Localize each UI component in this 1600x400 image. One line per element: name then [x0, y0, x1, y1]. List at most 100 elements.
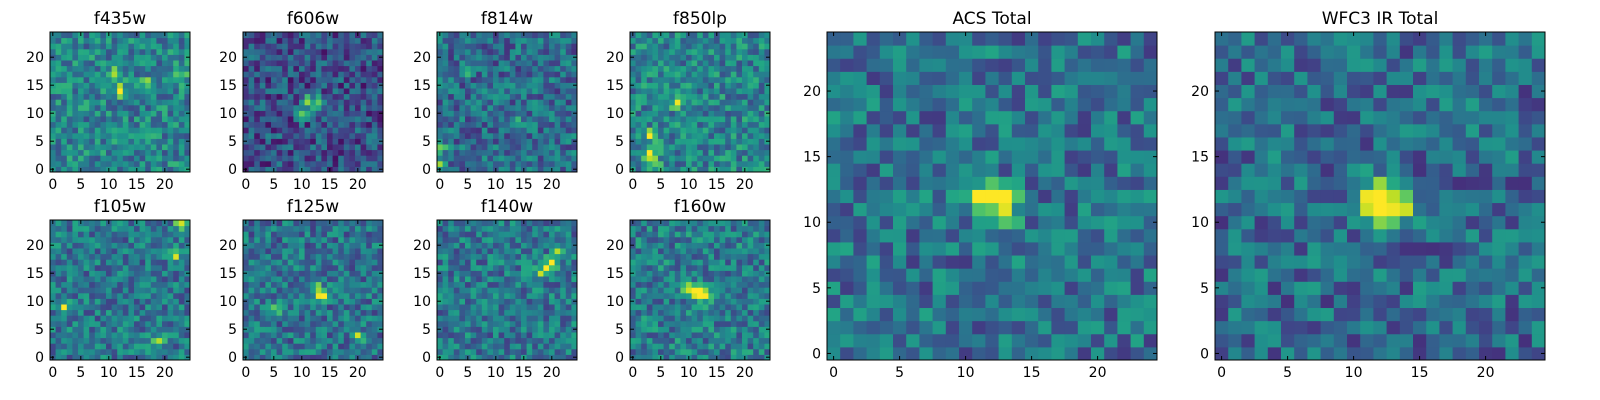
heatmap-cell	[243, 93, 250, 100]
heatmap-cell	[674, 309, 681, 316]
heatmap-cell	[66, 65, 73, 72]
heatmap-cell	[526, 104, 533, 111]
heatmap-cell	[55, 32, 62, 39]
heatmap-cell	[315, 37, 322, 44]
heatmap-cell	[72, 144, 79, 151]
heatmap-cell	[702, 309, 709, 316]
heatmap-cell	[117, 54, 124, 61]
heatmap-cell	[66, 138, 73, 145]
heatmap-cell	[139, 166, 146, 173]
heatmap-cell	[360, 287, 367, 294]
heatmap-cell	[680, 116, 687, 123]
heatmap-cell	[448, 48, 455, 55]
heatmap-cell	[78, 231, 85, 238]
heatmap-cell	[498, 65, 505, 72]
heatmap-cell	[560, 309, 567, 316]
heatmap-cell	[691, 320, 698, 327]
heatmap-cell	[453, 309, 460, 316]
heatmap-cell	[697, 160, 704, 167]
heatmap-cell	[145, 110, 152, 117]
heatmap-cell	[747, 138, 754, 145]
heatmap-cell	[117, 270, 124, 277]
heatmap-cell	[287, 259, 294, 266]
heatmap-cell	[156, 138, 163, 145]
heatmap-cell	[321, 270, 328, 277]
heatmap-cell	[243, 149, 250, 156]
heatmap-cell	[753, 332, 760, 339]
heatmap-cell	[89, 248, 96, 255]
heatmap-cell	[691, 332, 698, 339]
heatmap-cells	[50, 32, 191, 173]
heatmap-cell	[276, 37, 283, 44]
heatmap-cell	[730, 82, 737, 89]
heatmap-cell	[89, 304, 96, 311]
heatmap-cell	[178, 253, 185, 260]
heatmap-cell	[504, 281, 511, 288]
heatmap-cell	[526, 132, 533, 139]
heatmap-cell	[265, 315, 272, 322]
heatmap-cell	[117, 99, 124, 106]
heatmap-cell	[111, 116, 118, 123]
heatmap-cell	[100, 236, 107, 243]
heatmap-cell	[719, 32, 726, 39]
heatmap-cell	[470, 149, 477, 156]
heatmap-cell	[487, 320, 494, 327]
heatmap-cell	[122, 138, 129, 145]
heatmap-cell	[470, 225, 477, 232]
heatmap-cell	[549, 304, 556, 311]
heatmap-cell	[652, 298, 659, 305]
heatmap-cell	[669, 166, 676, 173]
heatmap-cell	[669, 144, 676, 151]
heatmap-cell	[89, 276, 96, 283]
heatmap-cell	[61, 48, 68, 55]
heatmap-cell	[543, 253, 550, 260]
heatmap-cell	[442, 82, 449, 89]
heatmap-cell	[702, 298, 709, 305]
heatmap-cell	[66, 298, 73, 305]
heatmap-cell	[549, 144, 556, 151]
heatmap-cell	[94, 166, 101, 173]
heatmap-cell	[248, 132, 255, 139]
heatmap-cell	[560, 337, 567, 344]
heatmap-cell	[293, 281, 300, 288]
heatmap-cell	[293, 220, 300, 227]
heatmap-cell	[686, 320, 693, 327]
heatmap-cell	[156, 320, 163, 327]
heatmap-cell	[145, 326, 152, 333]
heatmap-cell	[178, 121, 185, 128]
heatmap-cell	[66, 93, 73, 100]
heatmap-cell	[465, 348, 472, 355]
heatmap-cell	[332, 248, 339, 255]
heatmap-cell	[83, 138, 90, 145]
heatmap-cell	[730, 315, 737, 322]
heatmap-cell	[646, 99, 653, 106]
heatmap-cell	[448, 138, 455, 145]
heatmap-cell	[162, 315, 169, 322]
heatmap-cell	[122, 326, 129, 333]
heatmap-cell	[243, 99, 250, 106]
heatmap-cell	[265, 144, 272, 151]
heatmap-cell	[61, 248, 68, 255]
heatmap-cell	[465, 304, 472, 311]
heatmap-cell	[156, 309, 163, 316]
heatmap-cell	[343, 270, 350, 277]
heatmap-cell	[487, 287, 494, 294]
heatmap-cell	[493, 71, 500, 78]
heatmap-cell	[122, 236, 129, 243]
heatmap-cell	[100, 304, 107, 311]
heatmap-cell	[248, 225, 255, 232]
heatmap-cell	[521, 127, 528, 134]
heatmap-cell	[355, 60, 362, 67]
heatmap-cell	[481, 48, 488, 55]
heatmap-cell	[145, 298, 152, 305]
heatmap-cell	[338, 348, 345, 355]
heatmap-cell	[66, 276, 73, 283]
heatmap-cell	[248, 270, 255, 277]
heatmap-cell	[94, 71, 101, 78]
heatmap-cell	[338, 43, 345, 50]
heatmap-cell	[355, 259, 362, 266]
heatmap-cell	[134, 104, 141, 111]
heatmap-cell	[162, 65, 169, 72]
heatmap-cell	[259, 343, 266, 350]
heatmap-cell	[476, 320, 483, 327]
